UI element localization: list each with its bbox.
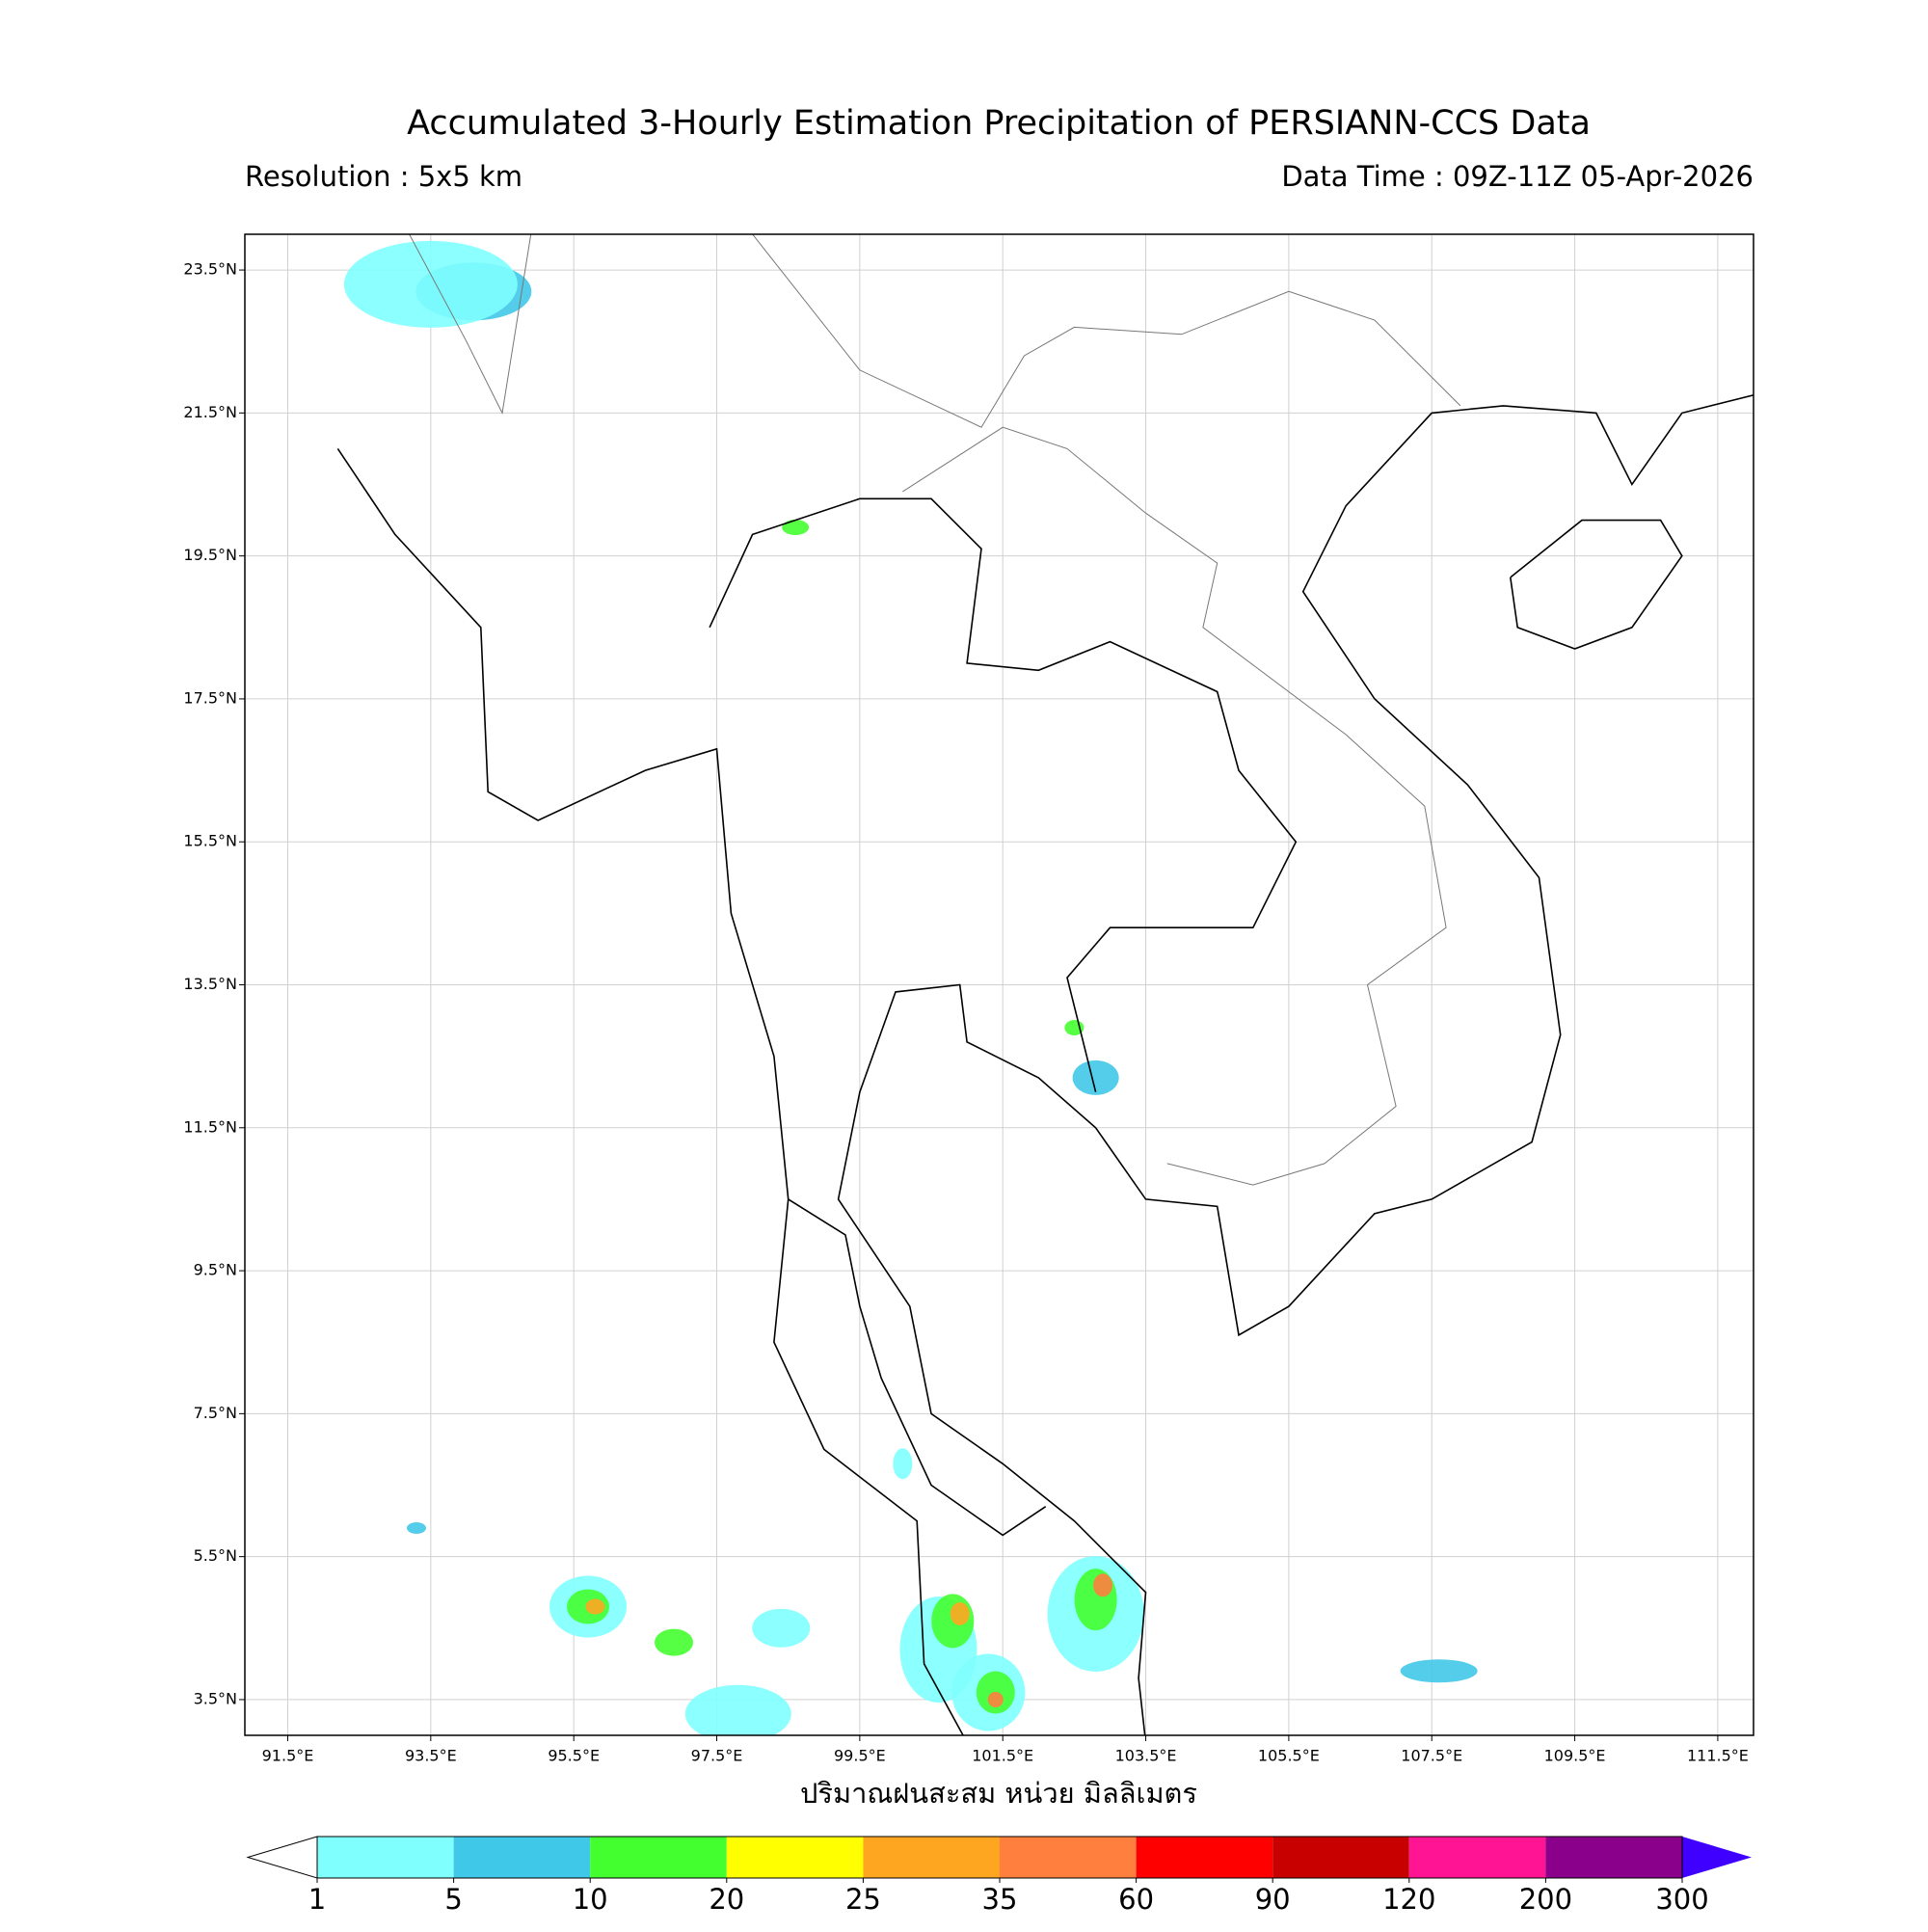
lon-tick-label: 97.5°E (691, 1747, 743, 1765)
lon-tick-label: 111.5°E (1687, 1747, 1749, 1765)
lat-tick-label: 19.5°N (183, 546, 237, 564)
colorbar-tick-label: 20 (709, 1883, 744, 1916)
lon-tick-label: 107.5°E (1401, 1747, 1462, 1765)
rain-cell (782, 519, 810, 535)
colorbar-tick-label: 25 (845, 1883, 881, 1916)
lat-tick-label: 13.5°N (183, 975, 237, 993)
rain-cell (407, 1521, 427, 1534)
lon-tick-label: 109.5°E (1544, 1747, 1606, 1765)
lon-tick-label: 101.5°E (972, 1747, 1033, 1765)
colorbar-segment (1000, 1837, 1137, 1878)
border (409, 234, 532, 416)
border (752, 234, 1461, 428)
coastline (336, 447, 964, 1735)
lat-tick-label: 5.5°N (194, 1546, 237, 1565)
colorbar-tick-label: 35 (982, 1883, 1018, 1916)
colorbar-over (1682, 1837, 1752, 1878)
lat-tick-label: 11.5°N (183, 1117, 237, 1136)
lon-tick-label: 95.5°E (548, 1747, 600, 1765)
lon-tick-label: 105.5°E (1258, 1747, 1320, 1765)
colorbar-tick-label: 200 (1519, 1883, 1572, 1916)
lon-tick-label: 103.5°E (1115, 1747, 1177, 1765)
colorbar-tick-label: 5 (444, 1883, 462, 1916)
lat-tick-label: 21.5°N (183, 403, 237, 421)
lat-tick-label: 7.5°N (194, 1404, 237, 1422)
lat-tick-label: 15.5°N (183, 832, 237, 850)
rain-cell (752, 1608, 811, 1648)
coastline (837, 393, 1754, 1735)
rain-cell (1093, 1573, 1113, 1597)
lat-tick-label: 23.5°N (183, 260, 237, 279)
lat-tick-label: 3.5°N (194, 1689, 237, 1707)
colorbar-segment (863, 1837, 1000, 1878)
rain-cell (1400, 1659, 1478, 1683)
coastline (1510, 519, 1683, 650)
lon-tick-label: 91.5°E (262, 1747, 314, 1765)
rain-cell (1072, 1060, 1119, 1095)
colorbar-tick-label: 10 (573, 1883, 608, 1916)
colorbar-label: ปริมาณฝนสะสม หน่วย มิลลิเมตร (800, 1777, 1197, 1810)
colorbar-tick-label: 300 (1655, 1883, 1708, 1916)
data-time: Data Time : 09Z-11Z 05-Apr-2026 (1281, 160, 1754, 193)
colorbar-under (246, 1836, 318, 1879)
rain-cell (987, 1691, 1004, 1707)
rain-cell (950, 1601, 970, 1625)
border (902, 426, 1447, 1186)
rain-cell (684, 1684, 791, 1735)
coastline (709, 497, 1298, 1092)
colorbar-segment (590, 1837, 727, 1878)
map-layer (245, 234, 1754, 1735)
title: Accumulated 3-Hourly Estimation Precipit… (407, 104, 1591, 143)
colorbar-segment (726, 1837, 864, 1878)
resolution: Resolution : 5x5 km (245, 160, 522, 193)
colorbar-segment (1136, 1837, 1273, 1878)
colorbar-segment (453, 1837, 591, 1878)
lat-tick-label: 9.5°N (194, 1261, 237, 1279)
rain-cell (655, 1628, 694, 1656)
rain-cell (585, 1598, 605, 1615)
lat-tick-label: 17.5°N (183, 688, 237, 707)
colorbar-tick-label: 60 (1118, 1883, 1154, 1916)
colorbar-tick-label: 90 (1255, 1883, 1291, 1916)
lon-tick-label: 93.5°E (405, 1747, 457, 1765)
colorbar-segment (1272, 1837, 1409, 1878)
colorbar-segment (1408, 1837, 1546, 1878)
coastline (788, 1198, 1047, 1537)
colorbar-segment (1545, 1837, 1682, 1878)
lon-tick-label: 99.5°E (834, 1747, 886, 1765)
rain-cell (893, 1448, 913, 1480)
rain-cell (343, 240, 518, 328)
colorbar-tick-label: 1 (308, 1883, 326, 1916)
map-frame (244, 233, 1754, 1736)
colorbar-tick-label: 120 (1382, 1883, 1435, 1916)
colorbar-segment (317, 1837, 454, 1878)
